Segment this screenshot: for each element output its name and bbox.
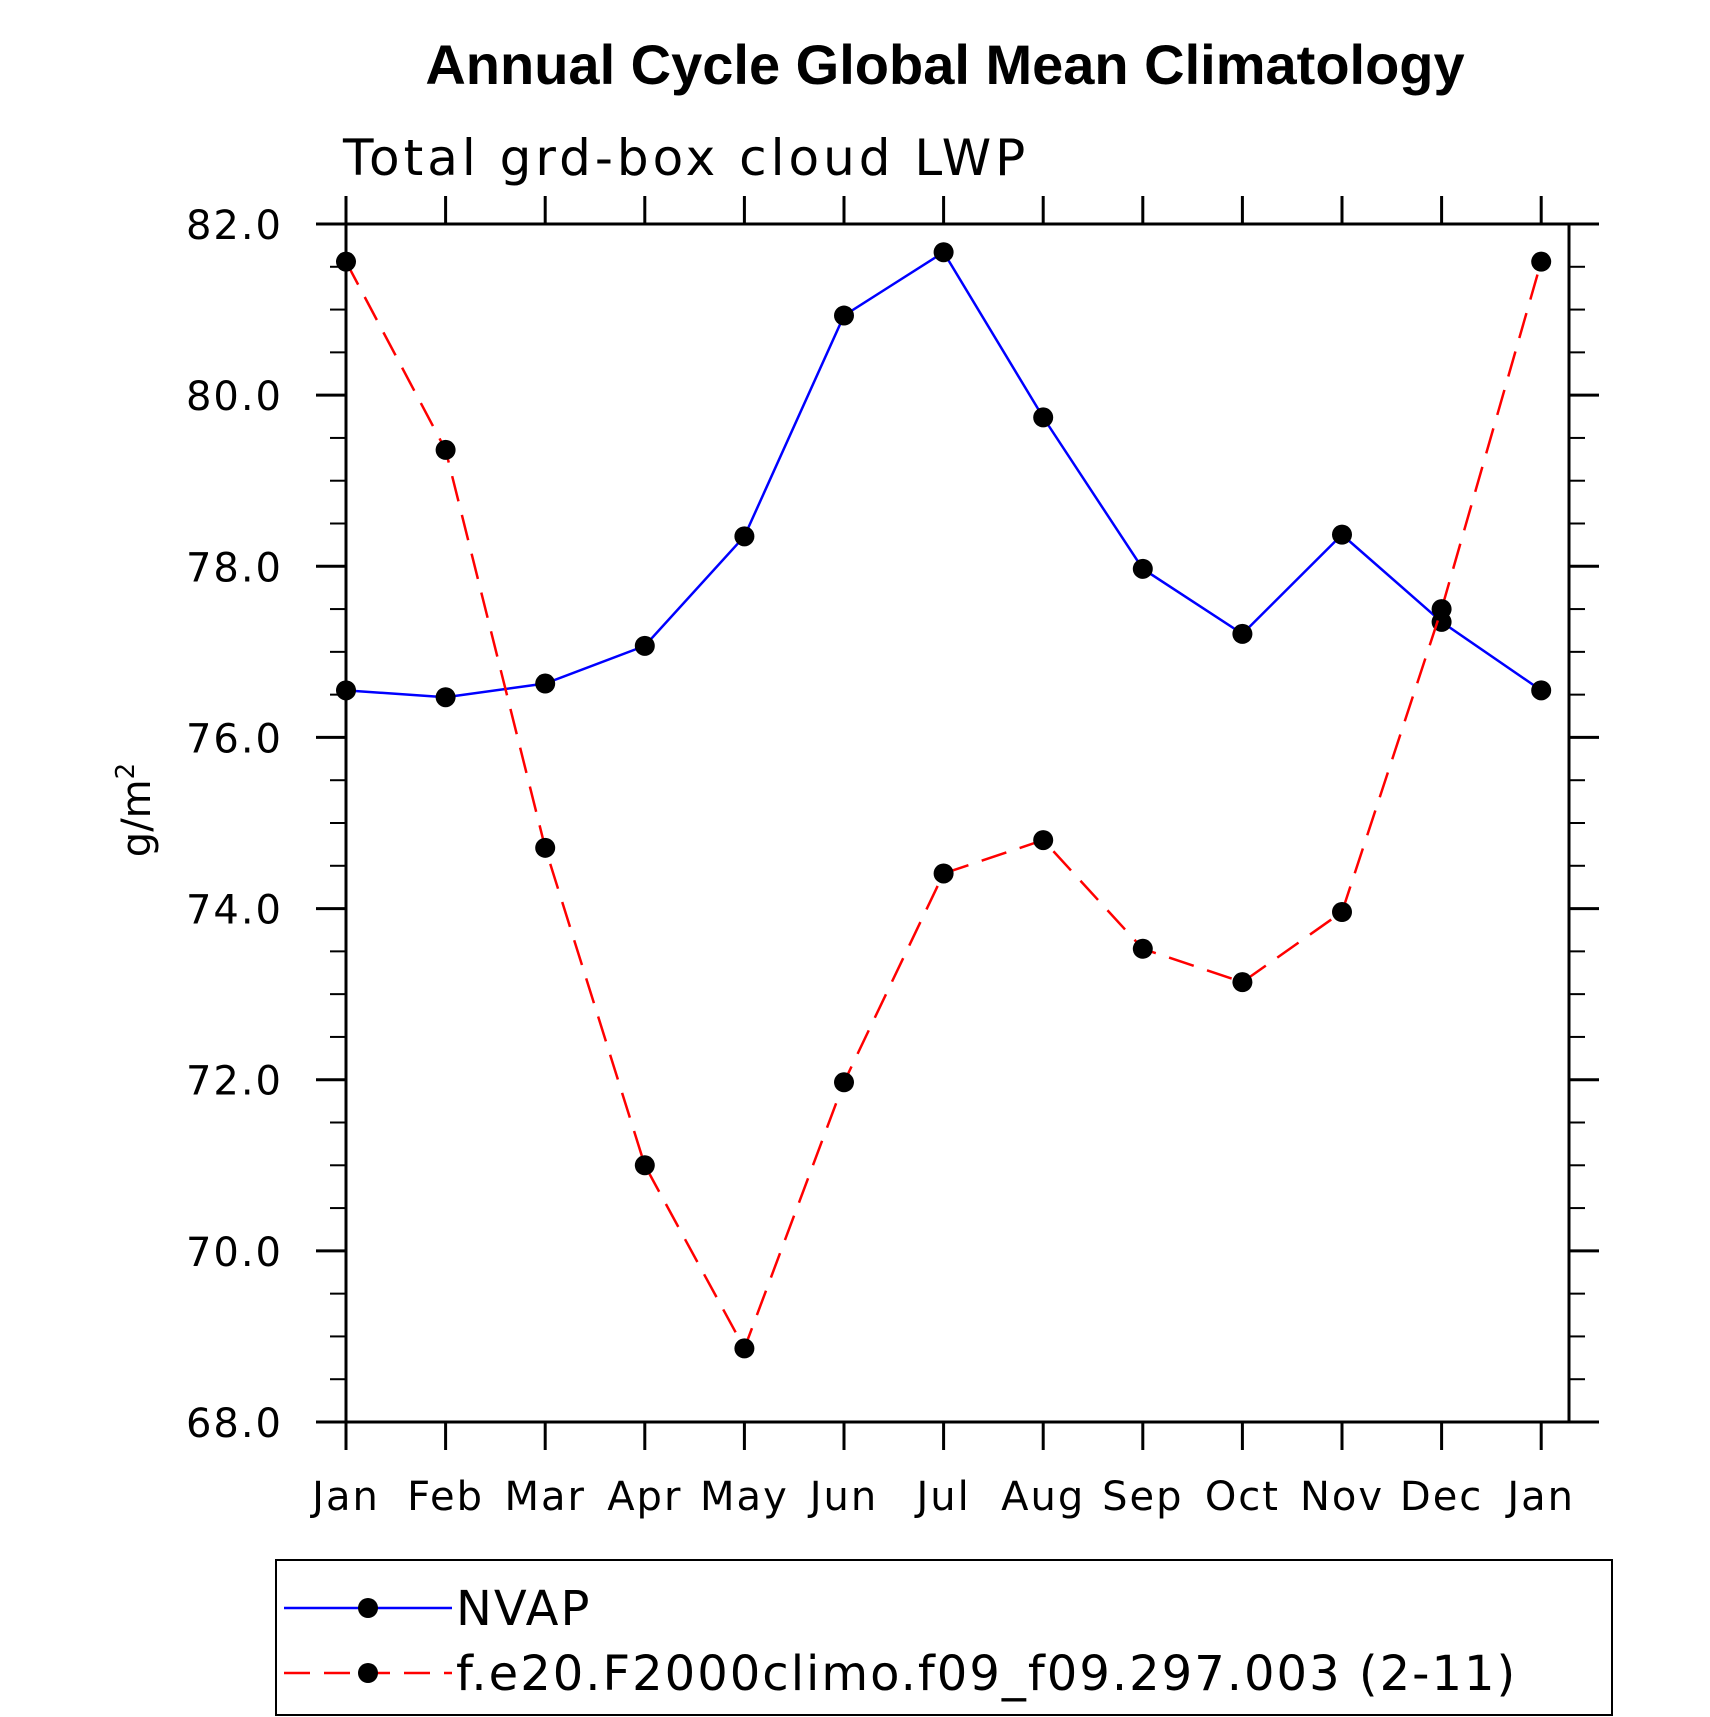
series-0-point	[933, 242, 954, 263]
chart-subtitle: Total grd-box cloud LWP	[342, 129, 1029, 187]
plot-frame	[344, 222, 1571, 1424]
series-0-point	[734, 526, 755, 547]
y-tick-label: 70.0	[186, 1230, 283, 1276]
series-line-0	[345, 250, 1542, 699]
series-0-point	[1332, 524, 1352, 545]
y-tick-label: 82.0	[186, 203, 283, 249]
x-tick-label: Oct	[1205, 1474, 1280, 1520]
series-0-point	[1033, 407, 1054, 428]
x-tick-label: Feb	[407, 1474, 484, 1520]
y-axis-label-text: g/m	[114, 779, 160, 857]
series-1-point	[336, 251, 356, 272]
x-tick-label: Nov	[1300, 1474, 1384, 1520]
series-0-point	[834, 305, 854, 326]
legend: NVAP f.e20.F2000climo.f09_f09.297.003 (2-…	[284, 1581, 1517, 1702]
y-tick-label: 80.0	[186, 374, 283, 420]
series-0-point	[435, 687, 456, 708]
x-tick-label: Jan	[309, 1474, 380, 1520]
series-1-point	[435, 439, 456, 460]
series-layer	[336, 242, 1552, 1359]
series-1-point	[1332, 901, 1352, 922]
x-axis-tick-labels: Jan Feb Mar Apr May Jun Jul Aug Sep Oct Nov Dec Jan	[309, 1474, 1575, 1520]
legend-box	[275, 1559, 1613, 1716]
axis-ticks	[316, 196, 1599, 1450]
x-tick-label: Jan	[1504, 1474, 1575, 1520]
series-1-point	[834, 1072, 854, 1093]
series-1-point	[1033, 830, 1054, 851]
legend-marker-1	[358, 1663, 378, 1683]
x-tick-label: May	[700, 1474, 789, 1520]
y-tick-label: 68.0	[186, 1401, 283, 1447]
y-axis-label: g/m2	[111, 763, 160, 857]
x-tick-label: Mar	[504, 1474, 585, 1520]
series-0-point	[1531, 680, 1552, 701]
legend-label-1: f.e20.F2000climo.f09_f09.297.003 (2-11)	[456, 1646, 1517, 1702]
series-1-point	[1531, 251, 1552, 272]
series-1-point	[1232, 972, 1253, 993]
y-tick-label: 76.0	[186, 716, 283, 762]
x-tick-label: Jul	[913, 1474, 970, 1520]
legend-marker-0	[358, 1598, 378, 1618]
series-1-point	[933, 863, 954, 884]
x-tick-label: Dec	[1400, 1474, 1483, 1520]
chart-title: Annual Cycle Global Mean Climatology	[425, 33, 1464, 96]
series-1-point	[535, 837, 556, 858]
x-tick-label: Sep	[1102, 1474, 1183, 1520]
series-0-point	[535, 673, 556, 694]
x-tick-label: Aug	[1001, 1474, 1085, 1520]
series-0-point	[336, 680, 356, 701]
series-1-point	[634, 1155, 655, 1176]
series-0-point	[1232, 623, 1253, 644]
series-1-point	[734, 1338, 755, 1359]
y-axis-tick-labels: 68.0 70.0 72.0 74.0 76.0 78.0 80.0 82.0	[186, 203, 283, 1447]
x-tick-label: Apr	[607, 1474, 682, 1520]
y-tick-label: 74.0	[186, 888, 283, 934]
series-line-1	[344, 261, 1543, 1352]
y-tick-label: 78.0	[186, 545, 283, 591]
x-tick-label: Jun	[807, 1474, 879, 1520]
series-1-point	[1132, 938, 1153, 959]
series-1-point	[1431, 599, 1452, 620]
legend-label-0: NVAP	[456, 1581, 591, 1637]
series-0-point	[1132, 558, 1153, 579]
y-tick-label: 72.0	[186, 1059, 283, 1105]
y-axis-label-superscript: 2	[111, 763, 141, 780]
series-0-point	[634, 635, 655, 656]
